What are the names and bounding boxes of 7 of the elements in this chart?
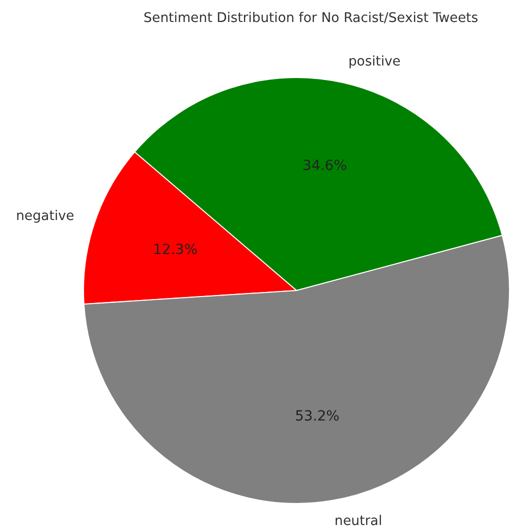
slice-label: neutral [334,514,382,530]
chart-title: Sentiment Distribution for No Racist/Sexist Tweets [144,11,478,26]
data-label: 34.6% [302,158,348,174]
slice-label: positive [348,54,401,70]
data-label: 53.2% [294,408,340,425]
slice-label: negative [16,208,74,224]
data-label: 12.3% [153,242,198,258]
